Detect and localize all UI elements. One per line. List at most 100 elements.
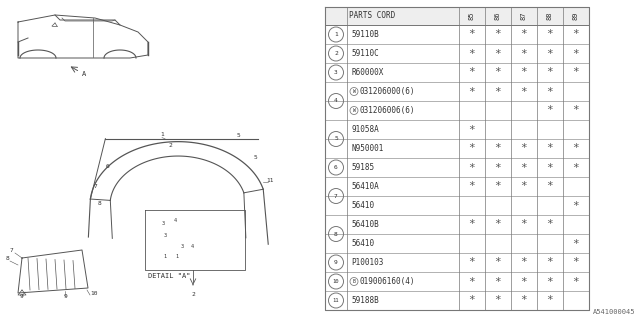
Text: P100103: P100103	[351, 258, 383, 267]
Text: *: *	[468, 276, 476, 286]
Text: 2: 2	[191, 292, 195, 297]
Text: *: *	[468, 220, 476, 229]
Text: *: *	[520, 143, 527, 154]
Text: *: *	[573, 143, 579, 154]
Text: 56410: 56410	[351, 239, 374, 248]
Text: *: *	[495, 68, 501, 77]
Text: *: *	[520, 220, 527, 229]
Text: 6: 6	[106, 164, 110, 169]
Text: *: *	[495, 49, 501, 59]
Text: *: *	[547, 163, 554, 172]
Text: 7: 7	[334, 194, 338, 198]
Text: B: B	[353, 279, 355, 284]
Text: 1: 1	[160, 132, 164, 137]
Text: *: *	[547, 276, 554, 286]
Text: *: *	[547, 295, 554, 306]
Text: *: *	[495, 258, 501, 268]
Text: *: *	[573, 68, 579, 77]
Text: *: *	[468, 181, 476, 191]
Text: 8: 8	[5, 256, 9, 261]
Text: *: *	[495, 220, 501, 229]
Text: *: *	[520, 163, 527, 172]
Text: 1: 1	[163, 254, 166, 259]
Text: 7: 7	[93, 184, 97, 189]
Text: DETAIL "A": DETAIL "A"	[148, 273, 191, 279]
Text: *: *	[547, 258, 554, 268]
Text: 8: 8	[98, 201, 102, 206]
Text: *: *	[573, 29, 579, 39]
Text: *: *	[547, 181, 554, 191]
Text: W: W	[353, 89, 355, 94]
Text: 5: 5	[334, 137, 338, 141]
Text: *: *	[468, 29, 476, 39]
Text: *: *	[495, 181, 501, 191]
Text: 4: 4	[334, 99, 338, 103]
Text: *: *	[547, 49, 554, 59]
Text: 56410B: 56410B	[351, 220, 379, 229]
Text: 59188B: 59188B	[351, 296, 379, 305]
Text: PARTS CORD: PARTS CORD	[349, 12, 396, 20]
Text: *: *	[520, 276, 527, 286]
Text: 11: 11	[333, 298, 339, 303]
Text: *: *	[520, 295, 527, 306]
Text: 91058A: 91058A	[351, 125, 379, 134]
Text: *: *	[495, 143, 501, 154]
Text: *: *	[495, 86, 501, 97]
Text: *: *	[495, 276, 501, 286]
Text: A541000045: A541000045	[593, 309, 635, 315]
Text: 10: 10	[90, 291, 97, 296]
Text: *: *	[495, 163, 501, 172]
Text: 59185: 59185	[351, 163, 374, 172]
Text: 56410: 56410	[351, 201, 374, 210]
Text: 1: 1	[334, 32, 338, 37]
Bar	[325, 7, 589, 25]
Text: *: *	[468, 295, 476, 306]
Text: W: W	[353, 108, 355, 113]
Text: *: *	[468, 163, 476, 172]
Text: 031206006(6): 031206006(6)	[360, 106, 415, 115]
Text: 4: 4	[191, 244, 193, 249]
Text: *: *	[573, 258, 579, 268]
Text: *: *	[520, 86, 527, 97]
Text: *: *	[520, 258, 527, 268]
Text: R60000X: R60000X	[351, 68, 383, 77]
Text: *: *	[573, 201, 579, 211]
Text: 019006160(4): 019006160(4)	[360, 277, 415, 286]
Text: 9: 9	[63, 294, 67, 299]
Text: *: *	[468, 143, 476, 154]
Text: 5: 5	[236, 133, 240, 138]
Text: *: *	[547, 68, 554, 77]
Text: A: A	[82, 71, 86, 77]
Text: *: *	[573, 49, 579, 59]
Text: *: *	[495, 29, 501, 39]
Text: 59110C: 59110C	[351, 49, 379, 58]
Text: 11: 11	[266, 178, 274, 183]
Text: *: *	[573, 238, 579, 249]
Text: 9: 9	[334, 260, 338, 265]
Text: 85: 85	[469, 12, 475, 20]
Text: *: *	[495, 295, 501, 306]
Text: 8: 8	[334, 231, 338, 236]
Text: 86: 86	[495, 12, 501, 20]
Text: 3: 3	[180, 244, 184, 249]
Text: *: *	[573, 163, 579, 172]
Text: 87: 87	[521, 12, 527, 20]
Text: *: *	[468, 86, 476, 97]
Text: 5: 5	[253, 155, 257, 160]
Text: *: *	[520, 181, 527, 191]
Text: 3: 3	[161, 221, 164, 226]
Text: 9: 9	[20, 294, 24, 299]
Text: 10: 10	[333, 279, 339, 284]
Text: *: *	[573, 276, 579, 286]
Text: 88: 88	[547, 12, 553, 20]
Text: *: *	[520, 29, 527, 39]
Text: 59110B: 59110B	[351, 30, 379, 39]
Text: 2: 2	[334, 51, 338, 56]
Text: N950001: N950001	[351, 144, 383, 153]
Text: *: *	[520, 49, 527, 59]
Text: *: *	[520, 68, 527, 77]
Text: *: *	[468, 68, 476, 77]
Text: 56410A: 56410A	[351, 182, 379, 191]
Text: 7: 7	[10, 248, 14, 253]
Text: 2: 2	[168, 143, 172, 148]
